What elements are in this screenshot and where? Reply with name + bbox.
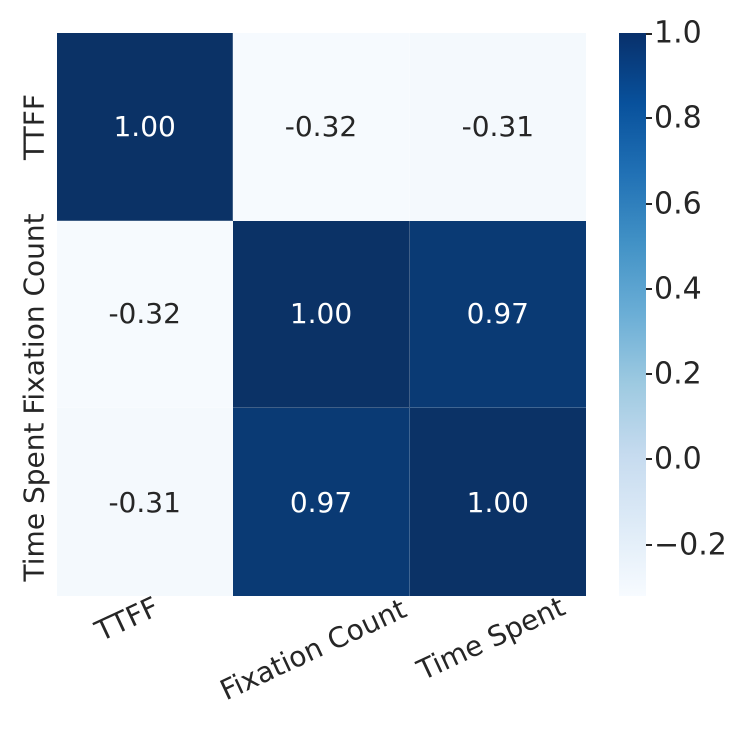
colorbar-tick-label: 0.4 [654, 271, 702, 307]
colorbar-tick-label: 0.2 [654, 356, 702, 392]
colorbar-tick-mark [646, 117, 652, 119]
colorbar-tick-label: 1.0 [654, 15, 702, 51]
x-tick-label-time-spent: Time Spent [412, 589, 571, 687]
heatmap-cell-fixation-count-time-spent: 0.97 [409, 220, 586, 409]
colorbar-tick-mark [646, 458, 652, 460]
colorbar-tick-label: 0.6 [654, 186, 702, 222]
heatmap-cell-ttff-ttff: 1.00 [57, 33, 234, 221]
heatmap-cell-time-spent-time-spent: 1.00 [409, 408, 586, 596]
heatmap-cell-ttff-fixation-count: -0.32 [233, 33, 410, 221]
y-tick-label-fixation-count: Fixation Count [17, 213, 51, 415]
colorbar-gradient [619, 33, 646, 596]
y-tick-label-ttff: TTFF [17, 94, 51, 160]
heatmap-cell-fixation-count-fixation-count: 1.00 [233, 220, 410, 409]
heatmap-grid: 1.00 -0.32 -0.31 -0.32 1.00 0.97 -0.31 0… [57, 33, 586, 596]
colorbar-tick-label: 0.8 [654, 100, 702, 136]
colorbar-tick-mark [646, 288, 652, 290]
colorbar-tick-mark [646, 373, 652, 375]
colorbar-tick-mark [646, 33, 652, 35]
x-tick-label-ttff: TTFF [90, 590, 164, 648]
colorbar-tick-mark [646, 203, 652, 205]
heatmap-cell-fixation-count-ttff: -0.32 [57, 220, 234, 409]
colorbar-tick-mark [646, 544, 652, 546]
colorbar-tick-label: 0.0 [654, 441, 702, 477]
heatmap-cell-ttff-time-spent: -0.31 [409, 33, 586, 221]
x-tick-label-fixation-count: Fixation Count [215, 592, 412, 707]
y-tick-label-time-spent: Time Spent [17, 422, 51, 582]
heatmap-cell-time-spent-ttff: -0.31 [57, 408, 234, 596]
heatmap-cell-time-spent-fixation-count: 0.97 [233, 408, 410, 596]
colorbar-tick-label: −0.2 [654, 527, 727, 563]
